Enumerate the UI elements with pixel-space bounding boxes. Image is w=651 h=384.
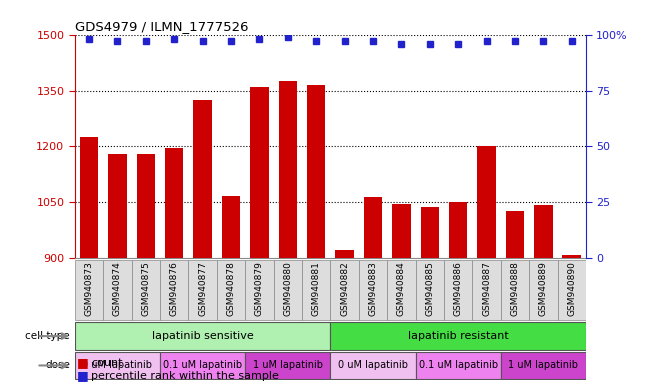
Bar <box>534 205 553 384</box>
Text: GSM940881: GSM940881 <box>312 261 321 316</box>
Bar <box>392 204 411 384</box>
FancyBboxPatch shape <box>188 260 217 320</box>
FancyBboxPatch shape <box>302 260 330 320</box>
FancyBboxPatch shape <box>415 352 501 379</box>
Bar <box>165 148 184 384</box>
FancyBboxPatch shape <box>444 260 473 320</box>
Text: GSM940889: GSM940889 <box>539 261 547 316</box>
Bar <box>421 207 439 384</box>
FancyBboxPatch shape <box>557 260 586 320</box>
Text: 0 uM lapatinib: 0 uM lapatinib <box>83 361 152 371</box>
FancyBboxPatch shape <box>330 352 415 379</box>
Text: 1 uM lapatinib: 1 uM lapatinib <box>253 361 323 371</box>
Bar <box>193 100 212 384</box>
Text: dose: dose <box>45 361 70 371</box>
FancyBboxPatch shape <box>75 352 160 379</box>
Text: 0 uM lapatinib: 0 uM lapatinib <box>338 361 408 371</box>
Text: GSM940875: GSM940875 <box>141 261 150 316</box>
Text: GSM940887: GSM940887 <box>482 261 491 316</box>
Text: percentile rank within the sample: percentile rank within the sample <box>91 371 279 381</box>
FancyBboxPatch shape <box>529 260 557 320</box>
FancyBboxPatch shape <box>245 352 330 379</box>
Text: 1 uM lapatinib: 1 uM lapatinib <box>508 361 578 371</box>
Text: GSM940885: GSM940885 <box>425 261 434 316</box>
FancyBboxPatch shape <box>359 260 387 320</box>
Text: GSM940888: GSM940888 <box>510 261 519 316</box>
Text: GSM940878: GSM940878 <box>227 261 236 316</box>
FancyBboxPatch shape <box>217 260 245 320</box>
Text: GSM940876: GSM940876 <box>170 261 179 316</box>
Text: GSM940884: GSM940884 <box>397 261 406 316</box>
Bar <box>222 196 240 384</box>
FancyBboxPatch shape <box>473 260 501 320</box>
FancyBboxPatch shape <box>104 260 132 320</box>
FancyBboxPatch shape <box>160 352 245 379</box>
Bar <box>250 87 269 384</box>
Bar <box>307 85 326 384</box>
FancyBboxPatch shape <box>330 322 586 350</box>
Text: GSM940874: GSM940874 <box>113 261 122 316</box>
Text: GDS4979 / ILMN_1777526: GDS4979 / ILMN_1777526 <box>75 20 249 33</box>
Text: 0.1 uM lapatinib: 0.1 uM lapatinib <box>419 361 498 371</box>
FancyBboxPatch shape <box>132 260 160 320</box>
FancyBboxPatch shape <box>245 260 273 320</box>
Text: GSM940877: GSM940877 <box>198 261 207 316</box>
FancyBboxPatch shape <box>387 260 415 320</box>
Bar <box>335 250 353 384</box>
Text: lapatinib resistant: lapatinib resistant <box>408 331 508 341</box>
Bar <box>562 255 581 384</box>
Text: cell type: cell type <box>25 331 70 341</box>
Bar <box>449 202 467 384</box>
Text: GSM940886: GSM940886 <box>454 261 463 316</box>
FancyBboxPatch shape <box>415 260 444 320</box>
Text: GSM940873: GSM940873 <box>85 261 94 316</box>
Bar <box>108 154 127 384</box>
Bar <box>364 197 382 384</box>
Bar <box>506 211 524 384</box>
Text: GSM940883: GSM940883 <box>368 261 378 316</box>
Text: GSM940890: GSM940890 <box>567 261 576 316</box>
FancyBboxPatch shape <box>501 352 586 379</box>
Text: GSM940879: GSM940879 <box>255 261 264 316</box>
Text: 0.1 uM lapatinib: 0.1 uM lapatinib <box>163 361 242 371</box>
FancyBboxPatch shape <box>160 260 188 320</box>
Text: GSM940880: GSM940880 <box>283 261 292 316</box>
FancyBboxPatch shape <box>273 260 302 320</box>
Text: ■: ■ <box>77 369 89 382</box>
Bar <box>80 137 98 384</box>
Bar <box>279 81 297 384</box>
FancyBboxPatch shape <box>330 260 359 320</box>
Bar <box>477 146 496 384</box>
Text: lapatinib sensitive: lapatinib sensitive <box>152 331 253 341</box>
FancyBboxPatch shape <box>75 322 330 350</box>
Bar <box>137 154 155 384</box>
Text: ■: ■ <box>77 356 89 369</box>
Text: count: count <box>91 358 122 368</box>
Text: GSM940882: GSM940882 <box>340 261 349 316</box>
FancyBboxPatch shape <box>75 260 104 320</box>
FancyBboxPatch shape <box>501 260 529 320</box>
